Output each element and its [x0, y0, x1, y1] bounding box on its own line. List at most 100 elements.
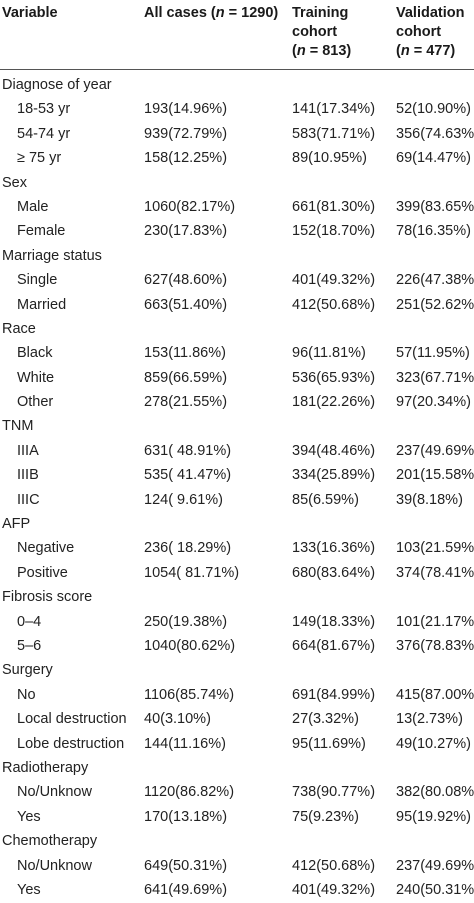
all-cases-cell: 535( 41.47%) — [144, 467, 232, 484]
table-row: Positive 1054( 81.71%) 680(83.64%) 374(78.4… — [0, 561, 474, 585]
all-cases-cell: 1106(85.74%) — [144, 686, 235, 703]
row-label: AFP — [2, 516, 31, 533]
training-cell: 149(18.33%) — [292, 613, 376, 630]
row-label: IIIB — [17, 467, 39, 484]
row-label: IIIC — [17, 491, 40, 508]
all-cases-cell: 230(17.83%) — [144, 223, 228, 240]
validation-cell: 415(87.00%) — [396, 686, 474, 703]
group-header-row: Surgery — [0, 658, 474, 682]
table-row: No/Unknow 1120(86.82%) 738(90.77%) 382(80.0… — [0, 780, 474, 804]
header-training-line2: cohort — [292, 24, 338, 40]
all-cases-cell: 124( 9.61%) — [144, 491, 223, 508]
training-cell: 583(71.71%) — [292, 125, 376, 142]
all-cases-cell: 1040(80.62%) — [144, 637, 236, 654]
header-validation-line1: Validation — [396, 5, 465, 21]
all-cases-cell: 1120(86.82%) — [144, 784, 235, 801]
row-label: Male — [17, 198, 49, 215]
validation-cell: 399(83.65%) — [396, 198, 474, 215]
training-cell: 95(11.69%) — [292, 735, 366, 752]
training-cell: 133(16.36%) — [292, 540, 376, 557]
all-cases-cell: 158(12.25%) — [144, 150, 228, 167]
header-validation-line3: (n = 477) — [396, 42, 465, 61]
all-cases-cell: 663(51.40%) — [144, 296, 228, 313]
all-cases-cell: 641(49.69%) — [144, 881, 228, 898]
header-training: Training cohort (n = 813) — [292, 4, 351, 61]
table-row: 0–4 250(19.38%) 149(18.33%) 101(21.17%) — [0, 610, 474, 634]
row-label: Marriage status — [2, 247, 102, 264]
header-rule — [0, 69, 474, 70]
header-variable: Variable — [2, 4, 58, 23]
row-label: Local destruction — [17, 711, 127, 728]
row-label: Married — [17, 296, 67, 313]
validation-cell: 237(49.69%) — [396, 442, 474, 459]
table-row: IIIC 124( 9.61%) 85(6.59%) 39(8.18%) — [0, 488, 474, 512]
header-all-suffix: = 1290) — [224, 5, 279, 21]
header-training-close: = 813) — [305, 43, 352, 59]
training-cell: 536(65.93%) — [292, 369, 376, 386]
training-cell: 664(81.67%) — [292, 637, 376, 654]
training-cell: 738(90.77%) — [292, 784, 376, 801]
header-variable-text: Variable — [2, 5, 58, 21]
training-cell: 27(3.32%) — [292, 711, 359, 728]
header-training-n: n — [296, 43, 306, 59]
validation-cell: 49(10.27%) — [396, 735, 471, 752]
row-label: 5–6 — [17, 637, 42, 654]
all-cases-cell: 649(50.31%) — [144, 857, 228, 874]
validation-cell: 374(78.41%) — [396, 564, 474, 581]
table-row: 5–6 1040(80.62%) 664(81.67%) 376(78.83%) — [0, 634, 474, 658]
validation-cell: 237(49.69%) — [396, 857, 474, 874]
group-header-row: Fibrosis score — [0, 585, 474, 609]
training-cell: 75(9.23%) — [292, 808, 359, 825]
validation-cell: 52(10.90%) — [396, 101, 471, 118]
group-header-row: Race — [0, 317, 474, 341]
validation-cell: 376(78.83%) — [396, 637, 474, 654]
table-row: Local destruction 40(3.10%) 27(3.32%) 13(2.… — [0, 707, 474, 731]
training-cell: 691(84.99%) — [292, 686, 376, 703]
all-cases-cell: 153(11.86%) — [144, 345, 226, 362]
row-label: 54-74 yr — [17, 125, 71, 142]
validation-cell: 226(47.38%) — [396, 272, 474, 289]
validation-cell: 101(21.17%) — [396, 613, 474, 630]
header-all-cases: All cases (n = 1290) — [144, 4, 278, 23]
table-row: No/Unknow 649(50.31%) 412(50.68%) 237(49.69… — [0, 854, 474, 878]
header-all-prefix: All cases ( — [144, 5, 216, 21]
header-validation: Validation cohort (n = 477) — [396, 4, 465, 61]
table-row: Yes 170(13.18%) 75(9.23%) 95(19.92%) — [0, 805, 474, 829]
row-label: Race — [2, 320, 36, 337]
row-label: Chemotherapy — [2, 833, 98, 850]
training-cell: 401(49.32%) — [292, 881, 376, 898]
validation-cell: 356(74.63%) — [396, 125, 474, 142]
row-label: Diagnose of year — [2, 77, 112, 93]
header-training-line3: (n = 813) — [292, 42, 351, 61]
table-row: ≥ 75 yr 158(12.25%) 89(10.95%) 69(14.47%) — [0, 146, 474, 170]
training-cell: 412(50.68%) — [292, 296, 376, 313]
group-header-row: AFP — [0, 512, 474, 536]
validation-cell: 103(21.59%) — [396, 540, 474, 557]
row-label: ≥ 75 yr — [17, 150, 62, 167]
header-validation-open: ( — [396, 43, 401, 59]
table-row: Negative 236( 18.29%) 133(16.36%) 103(21.59… — [0, 536, 474, 560]
group-header-row: TNM — [0, 414, 474, 438]
validation-cell: 13(2.73%) — [396, 711, 463, 728]
row-label: No — [17, 686, 36, 703]
validation-cell: 57(11.95%) — [396, 345, 470, 362]
all-cases-cell: 170(13.18%) — [144, 808, 228, 825]
table-row: 54-74 yr 939(72.79%) 583(71.71%) 356(74.63%… — [0, 122, 474, 146]
validation-cell: 97(20.34%) — [396, 394, 471, 411]
row-label: Other — [17, 394, 54, 411]
training-cell: 401(49.32%) — [292, 272, 376, 289]
table-row: Other 278(21.55%) 181(22.26%) 97(20.34%) — [0, 390, 474, 414]
row-label: Surgery — [2, 662, 53, 679]
table-body: Diagnose of year 18-53 yr 193(14.96%) 141(1… — [0, 73, 474, 902]
training-cell: 85(6.59%) — [292, 491, 359, 508]
validation-cell: 78(16.35%) — [396, 223, 471, 240]
all-cases-cell: 40(3.10%) — [144, 711, 211, 728]
training-cell: 89(10.95%) — [292, 150, 367, 167]
all-cases-cell: 1060(82.17%) — [144, 198, 236, 215]
training-cell: 680(83.64%) — [292, 564, 376, 581]
validation-cell: 323(67.71%) — [396, 369, 474, 386]
row-label: Yes — [17, 881, 41, 898]
header-all-n: n — [215, 5, 225, 21]
all-cases-cell: 631( 48.91%) — [144, 442, 232, 459]
